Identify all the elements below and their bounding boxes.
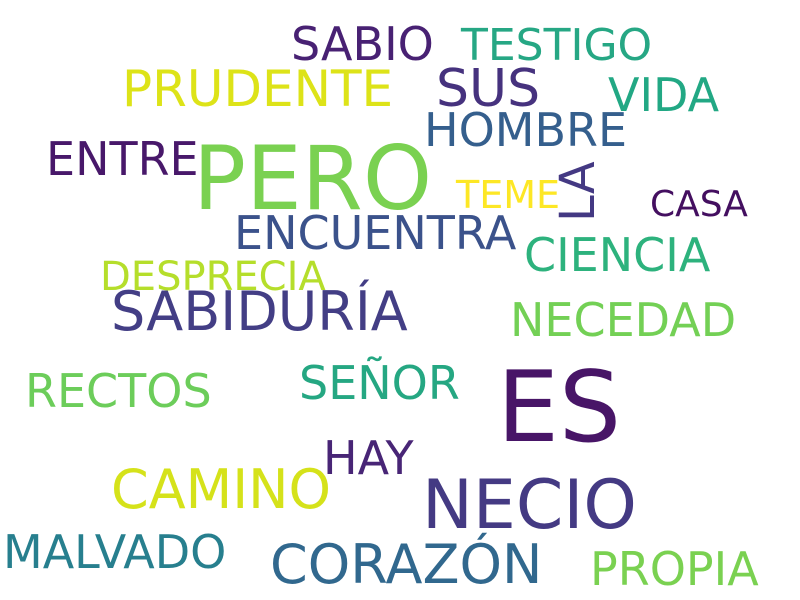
word-camino: CAMINO bbox=[111, 458, 332, 521]
word-necio: NECIO bbox=[422, 466, 637, 545]
word-la: LA bbox=[550, 161, 606, 222]
word-senor: SEÑOR bbox=[299, 356, 460, 410]
word-pero: PERO bbox=[193, 127, 433, 230]
word-sus: SUS bbox=[436, 59, 541, 119]
word-desprecia: DESPRECIA bbox=[100, 254, 326, 300]
word-entre: ENTRE bbox=[46, 132, 199, 186]
word-hay: HAY bbox=[323, 431, 414, 485]
word-sabiduria: SABIDURÍA bbox=[111, 280, 408, 343]
word-teme: TEME bbox=[456, 173, 561, 217]
word-corazon: CORAZÓN bbox=[270, 533, 543, 596]
word-sabio: SABIO bbox=[291, 17, 434, 71]
word-encuentra: ENCUENTRA bbox=[234, 206, 517, 260]
word-malvado: MALVADO bbox=[3, 525, 227, 579]
word-necedad: NECEDAD bbox=[510, 293, 737, 347]
word-vida: VIDA bbox=[608, 68, 720, 122]
word-testigo: TESTIGO bbox=[461, 20, 653, 71]
word-prudente: PRUDENTE bbox=[122, 60, 394, 118]
word-propia: PROPIA bbox=[590, 542, 759, 596]
word-hombre: HOMBRE bbox=[424, 103, 628, 157]
word-casa: CASA bbox=[650, 184, 748, 225]
word-es: ES bbox=[497, 351, 622, 465]
word-ciencia: CIENCIA bbox=[524, 228, 711, 282]
word-rectos: RECTOS bbox=[25, 364, 212, 418]
